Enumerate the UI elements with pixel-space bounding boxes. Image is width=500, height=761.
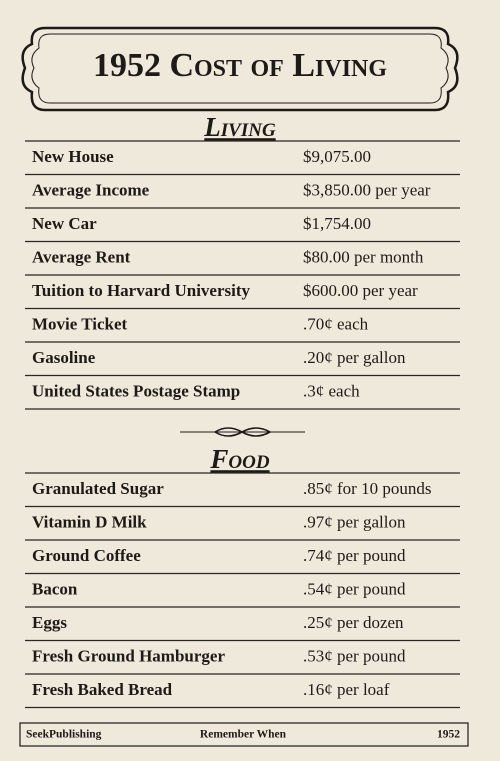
row-label: Ground Coffee <box>32 546 141 565</box>
row-label: Tuition to Harvard University <box>32 281 251 300</box>
row-label: New Car <box>32 214 97 233</box>
row-value: $80.00 per month <box>303 247 424 266</box>
row-value: .16¢ per loaf <box>303 680 390 699</box>
title: 1952 Cost of Living <box>93 47 387 84</box>
footer-series: Remember When <box>200 729 287 741</box>
section-heading: Food <box>209 444 269 474</box>
ornament <box>180 427 305 437</box>
row-label: Fresh Ground Hamburger <box>32 646 225 665</box>
row-value: $3,850.00 per year <box>303 180 431 199</box>
row-label: Gasoline <box>32 348 96 367</box>
section-heading: Living <box>203 112 276 142</box>
row-label: Average Income <box>32 180 150 199</box>
row-value: .85¢ for 10 pounds <box>303 479 431 498</box>
row-label: United States Postage Stamp <box>32 381 240 400</box>
row-label: Eggs <box>32 613 67 632</box>
row-label: New House <box>32 147 114 166</box>
row-label: Movie Ticket <box>32 314 128 333</box>
row-label: Average Rent <box>32 247 131 266</box>
footer-box <box>19 722 469 747</box>
row-label: Fresh Baked Bread <box>32 680 173 699</box>
row-value: .25¢ per dozen <box>303 613 404 632</box>
row-value: .53¢ per pound <box>303 646 406 665</box>
row-value: $1,754.00 <box>303 214 371 233</box>
row-value: $9,075.00 <box>303 147 371 166</box>
title-banner <box>21 26 459 112</box>
row-value: .20¢ per gallon <box>303 348 406 367</box>
row-label: Bacon <box>32 579 78 598</box>
row-value: .74¢ per pound <box>303 546 406 565</box>
row-label: Granulated Sugar <box>32 479 164 498</box>
row-value: .97¢ per gallon <box>303 512 406 531</box>
footer-publisher: SeekPublishing <box>26 729 102 741</box>
footer-year: 1952 <box>437 729 460 741</box>
row-label: Vitamin D Milk <box>32 512 147 531</box>
row-value: .54¢ per pound <box>303 579 406 598</box>
row-value: .70¢ each <box>303 314 369 333</box>
row-value: $600.00 per year <box>303 281 418 300</box>
row-value: .3¢ each <box>303 381 360 400</box>
